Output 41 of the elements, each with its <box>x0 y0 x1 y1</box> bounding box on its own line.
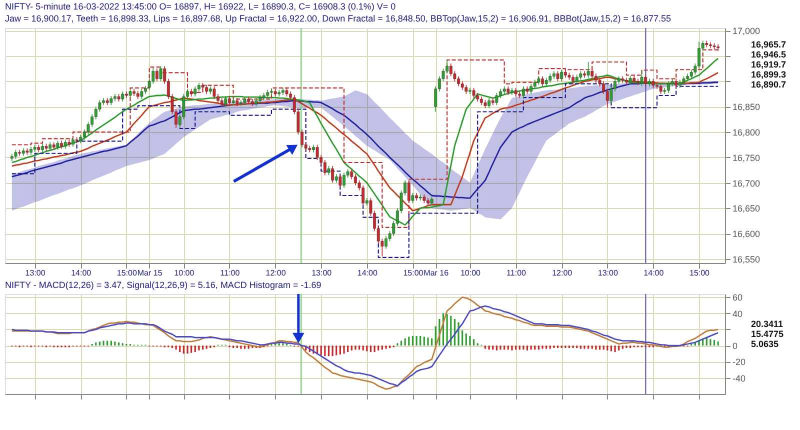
y-tick-label: 16,800 <box>732 128 760 138</box>
x-tick-label: 15:00 <box>689 268 710 278</box>
chart-subtitle: Jaw = 16,900.17, Teeth = 16,898.33, Lips = 16,897.68, Up Fractal = 16,922.00, Down Fractal = 16,848.50, BBTop(Jaw,15,2) = 16,906.91, BBBot(Jaw,15,2) = 16,877.55 <box>5 14 672 24</box>
x-tick-label: 10:00 <box>174 268 195 278</box>
x-tick-label: 12:00 <box>552 268 573 278</box>
y-tick-label: 17,000 <box>732 26 760 36</box>
y-tick-label: 16,550 <box>732 254 760 264</box>
text: 16,965.7 <box>751 39 786 50</box>
x-tick-label: 14:00 <box>71 268 92 278</box>
y-tick-label: 16,700 <box>732 178 760 188</box>
y-tick-label: 16,650 <box>732 204 760 214</box>
x-tick-label: 13:00 <box>598 268 618 278</box>
y-tick-label: 16,750 <box>732 152 760 163</box>
x-tick-label: 13:00 <box>312 268 332 278</box>
text: 20.3411 <box>751 319 784 329</box>
x-tick-label: 11:00 <box>220 268 240 278</box>
x-tick-label: 15:00 <box>403 268 424 278</box>
y-tick-label: 40 <box>732 308 743 319</box>
text: 5.0635 <box>751 339 779 349</box>
x-tick-label: 15:00 <box>116 268 138 278</box>
x-tick-label: 10:00 <box>460 268 482 278</box>
x-tick-label: 14:00 <box>357 268 378 278</box>
y-tick-label: -40 <box>732 373 746 384</box>
x-tick-label: 12:00 <box>266 268 286 278</box>
text: 16,899.3 <box>751 69 786 80</box>
chart-title: NIFTY - MACD(12,26) = 3.47, Signal(12,26,9) = 5.16, MACD Histogram = -1.69 <box>5 280 322 290</box>
x-tick-label: 13:00 <box>25 268 46 278</box>
y-tick-label: -20 <box>732 357 746 368</box>
text: 16,919.7 <box>751 59 786 70</box>
y-tick-label: 16,850 <box>732 102 760 112</box>
x-tick-label: Mar 15 <box>137 268 163 278</box>
y-tick-label: 60 <box>732 292 743 303</box>
text: 16,946.5 <box>751 49 786 60</box>
x-tick-label: 14:00 <box>644 268 664 278</box>
y-tick-label: 0 <box>732 341 738 352</box>
x-tick-label: Mar 16 <box>424 268 450 278</box>
text: 16,890.7 <box>751 79 786 90</box>
text: 15.4775 <box>751 329 784 339</box>
x-tick-label: 11:00 <box>506 268 527 278</box>
chart-title: NIFTY- 5-minute 16-03-2022 13:45:00 O= 16897, H= 16922, L= 16890.3, C= 16908.3 (0.1%) V= 0 <box>5 2 396 12</box>
y-tick-label: 16,600 <box>732 229 760 240</box>
